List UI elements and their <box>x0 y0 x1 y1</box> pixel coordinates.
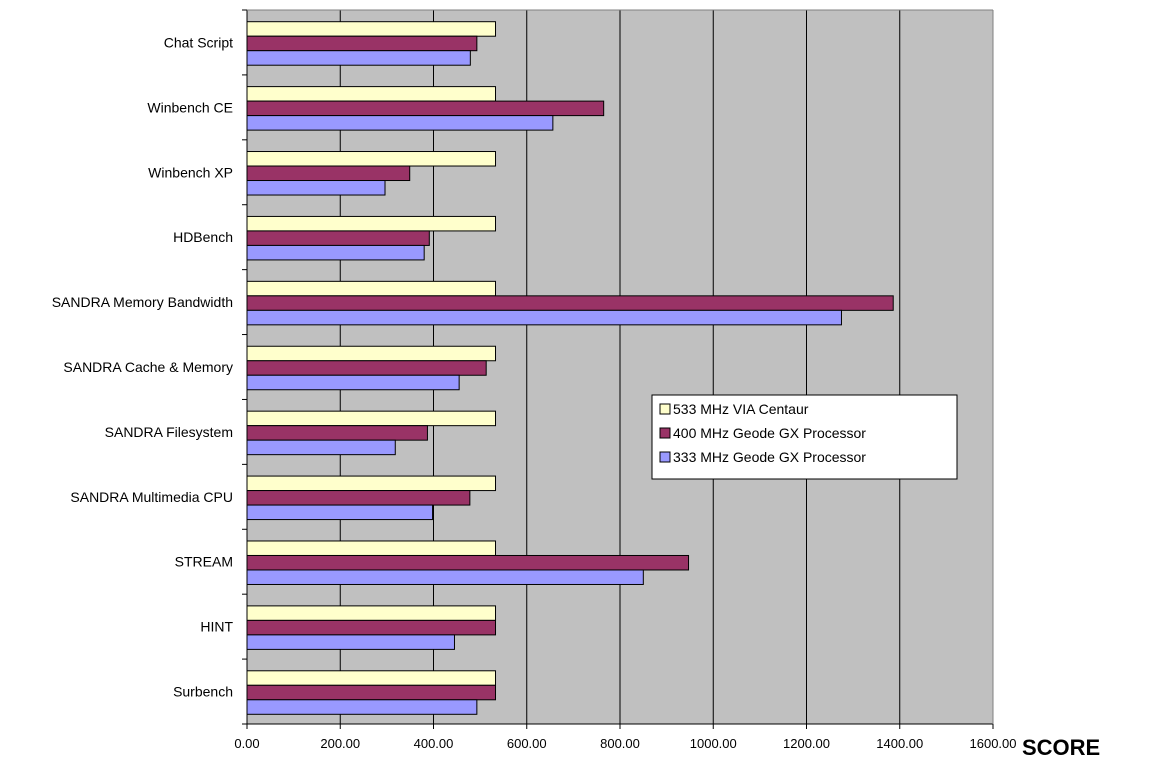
category-label: SANDRA Filesystem <box>105 424 233 440</box>
bar <box>246 244 425 261</box>
bar <box>246 165 411 182</box>
bar <box>246 684 497 701</box>
category-label: HINT <box>200 619 233 635</box>
bar <box>246 295 894 311</box>
bar <box>246 151 497 167</box>
bar <box>246 86 497 102</box>
x-tick-label: 1400.00 <box>876 736 923 751</box>
x-tick-label: 1000.00 <box>690 736 737 751</box>
x-tick-label: 1200.00 <box>783 736 830 751</box>
x-tick-label: 1600.00 <box>970 736 1017 751</box>
category-label: Winbench CE <box>147 99 233 115</box>
bar <box>246 540 497 556</box>
category-label: SANDRA Memory Bandwidth <box>52 294 233 310</box>
legend-swatch <box>659 427 671 439</box>
category-label: Surbench <box>173 684 233 700</box>
bar <box>246 360 487 376</box>
bar <box>246 569 644 585</box>
category-label: SANDRA Multimedia CPU <box>70 489 233 505</box>
bar <box>246 180 386 196</box>
bar <box>246 35 478 52</box>
x-axis-title: SCORE <box>1022 735 1100 760</box>
bar <box>246 425 428 441</box>
bar <box>246 634 455 650</box>
legend-label: 400 MHz Geode GX Processor <box>673 425 866 441</box>
x-tick-label: 400.00 <box>414 736 454 751</box>
legend-label: 533 MHz VIA Centaur <box>673 401 809 417</box>
bar <box>246 619 497 636</box>
axis-layer <box>242 9 994 729</box>
category-label: STREAM <box>175 554 233 570</box>
bar <box>246 504 434 521</box>
category-label: SANDRA Cache & Memory <box>63 359 233 375</box>
bar <box>246 670 497 686</box>
bar <box>246 280 497 297</box>
bar <box>246 345 497 362</box>
legend-swatch <box>659 403 671 415</box>
bars-layer <box>246 21 894 715</box>
bar <box>246 490 471 506</box>
category-label: HDBench <box>173 229 233 245</box>
bar <box>246 475 497 492</box>
legend-swatch <box>659 451 671 463</box>
legend-box <box>651 394 958 480</box>
bar <box>246 374 460 391</box>
bar <box>246 309 842 326</box>
bar <box>246 439 396 456</box>
x-tick-label: 800.00 <box>600 736 640 751</box>
x-tick-label: 0.00 <box>234 736 259 751</box>
tick-labels: 0.00 200.00 400.00 600.00 800.00 1000.00 1200.… <box>234 736 1016 751</box>
category-labels: Chat Script Winbench CE Winbench XP HDBench… <box>52 34 234 699</box>
bar <box>246 230 430 246</box>
bar <box>246 410 497 427</box>
legend: 533 MHz VIA Centaur 400 MHz Geode GX Proc… <box>651 394 958 480</box>
category-label: Chat Script <box>164 34 233 50</box>
legend-items: 533 MHz VIA Centaur 400 MHz Geode GX Proc… <box>659 401 866 465</box>
bar <box>246 100 605 117</box>
bar <box>246 115 554 131</box>
bar <box>246 699 478 715</box>
category-label: Winbench XP <box>148 164 233 180</box>
x-tick-label: 600.00 <box>507 736 547 751</box>
legend-label: 333 MHz Geode GX Processor <box>673 449 866 465</box>
bar <box>246 215 497 232</box>
bar <box>246 21 497 37</box>
bar <box>246 50 471 66</box>
x-tick-label: 200.00 <box>320 736 360 751</box>
bar <box>246 554 690 571</box>
bar <box>246 605 497 621</box>
